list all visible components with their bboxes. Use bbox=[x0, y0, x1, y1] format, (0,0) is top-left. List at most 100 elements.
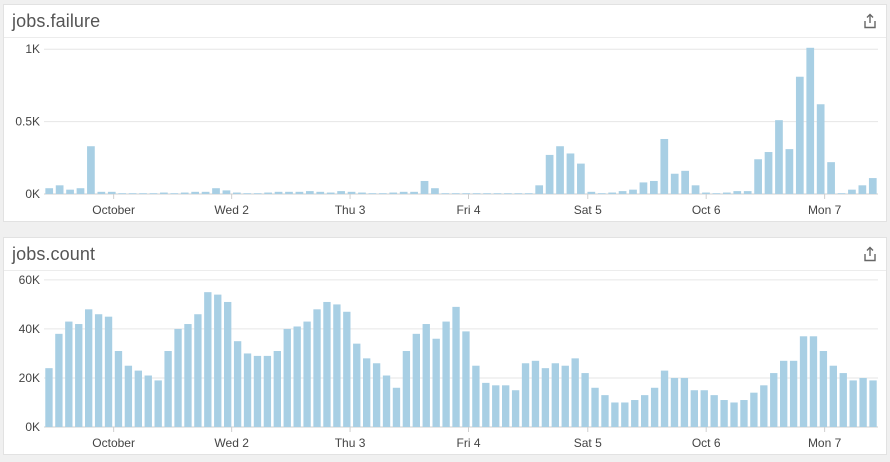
bar[interactable] bbox=[104, 316, 113, 427]
bar[interactable] bbox=[160, 192, 168, 194]
bar[interactable] bbox=[285, 191, 293, 194]
bar[interactable] bbox=[264, 192, 272, 194]
bar[interactable] bbox=[816, 104, 825, 194]
bar[interactable] bbox=[372, 363, 381, 427]
bar[interactable] bbox=[253, 355, 262, 427]
bar[interactable] bbox=[587, 191, 596, 194]
bar[interactable] bbox=[410, 191, 418, 194]
bar[interactable] bbox=[618, 191, 627, 194]
bar[interactable] bbox=[85, 309, 93, 427]
bar[interactable] bbox=[66, 189, 74, 194]
bar[interactable] bbox=[837, 193, 846, 194]
bar[interactable] bbox=[212, 188, 220, 194]
bar[interactable] bbox=[690, 390, 698, 427]
bar[interactable] bbox=[561, 365, 569, 427]
bar[interactable] bbox=[545, 154, 554, 194]
bar[interactable] bbox=[608, 192, 617, 194]
bar[interactable] bbox=[750, 392, 758, 427]
bar[interactable] bbox=[566, 153, 575, 194]
bar[interactable] bbox=[827, 162, 835, 194]
bar[interactable] bbox=[378, 193, 387, 194]
bar[interactable] bbox=[134, 370, 142, 427]
bar[interactable] bbox=[535, 185, 544, 194]
bar[interactable] bbox=[382, 375, 391, 427]
bar[interactable] bbox=[511, 390, 520, 427]
share-icon[interactable] bbox=[862, 13, 878, 29]
bar[interactable] bbox=[65, 321, 73, 427]
bar[interactable] bbox=[504, 193, 512, 194]
bar[interactable] bbox=[702, 192, 710, 194]
bar[interactable] bbox=[780, 360, 788, 427]
bar[interactable] bbox=[204, 292, 212, 427]
bar[interactable] bbox=[114, 351, 123, 427]
bar[interactable] bbox=[541, 368, 550, 427]
bar[interactable] bbox=[670, 377, 679, 427]
bar[interactable] bbox=[233, 192, 241, 194]
bar[interactable] bbox=[839, 373, 847, 427]
bar[interactable] bbox=[402, 351, 411, 427]
bar[interactable] bbox=[273, 351, 281, 427]
bar[interactable] bbox=[97, 191, 106, 194]
bar[interactable] bbox=[316, 191, 325, 194]
bar[interactable] bbox=[45, 368, 53, 427]
bar[interactable] bbox=[347, 191, 356, 194]
bar[interactable] bbox=[295, 191, 304, 194]
bar[interactable] bbox=[601, 395, 609, 427]
bar[interactable] bbox=[293, 326, 301, 427]
bar[interactable] bbox=[680, 377, 689, 427]
bar[interactable] bbox=[305, 191, 314, 194]
bar[interactable] bbox=[144, 375, 152, 427]
bar[interactable] bbox=[577, 163, 585, 194]
bar[interactable] bbox=[326, 192, 335, 194]
bar[interactable] bbox=[224, 301, 232, 427]
bar[interactable] bbox=[214, 294, 222, 427]
bar[interactable] bbox=[389, 192, 398, 194]
bar[interactable] bbox=[441, 193, 450, 194]
bar[interactable] bbox=[174, 328, 182, 427]
bar[interactable] bbox=[722, 192, 731, 194]
bar[interactable] bbox=[263, 355, 272, 427]
bar[interactable] bbox=[799, 336, 808, 427]
bar[interactable] bbox=[849, 380, 857, 427]
bar[interactable] bbox=[201, 191, 210, 194]
bar[interactable] bbox=[775, 120, 783, 194]
bar[interactable] bbox=[809, 336, 818, 427]
bar[interactable] bbox=[482, 382, 490, 427]
bar[interactable] bbox=[139, 193, 147, 194]
bar[interactable] bbox=[452, 306, 460, 427]
bar[interactable] bbox=[591, 387, 599, 427]
bar[interactable] bbox=[629, 189, 637, 194]
bar[interactable] bbox=[650, 387, 659, 427]
bar[interactable] bbox=[243, 193, 252, 194]
bar[interactable] bbox=[700, 390, 708, 427]
bar[interactable] bbox=[191, 191, 200, 194]
bar[interactable] bbox=[363, 358, 371, 427]
bar[interactable] bbox=[611, 402, 619, 427]
bar[interactable] bbox=[472, 365, 480, 427]
bar[interactable] bbox=[868, 178, 877, 194]
bar[interactable] bbox=[597, 193, 606, 194]
bar[interactable] bbox=[222, 190, 231, 194]
bar[interactable] bbox=[733, 191, 742, 194]
bar[interactable] bbox=[581, 373, 589, 427]
bar[interactable] bbox=[521, 363, 530, 427]
share-icon[interactable] bbox=[862, 246, 878, 262]
bar[interactable] bbox=[730, 402, 738, 427]
bar[interactable] bbox=[412, 333, 420, 427]
bar[interactable] bbox=[432, 338, 440, 427]
bar[interactable] bbox=[323, 301, 331, 427]
bar[interactable] bbox=[154, 380, 162, 427]
bar[interactable] bbox=[660, 370, 669, 427]
bar[interactable] bbox=[149, 193, 158, 194]
bar[interactable] bbox=[353, 343, 361, 427]
bar[interactable] bbox=[422, 324, 430, 427]
bar[interactable] bbox=[789, 360, 798, 427]
bar[interactable] bbox=[337, 191, 345, 194]
bar[interactable] bbox=[194, 314, 202, 427]
bar[interactable] bbox=[107, 191, 116, 194]
bar[interactable] bbox=[493, 193, 502, 194]
bar[interactable] bbox=[819, 351, 828, 427]
bar[interactable] bbox=[514, 193, 523, 194]
bar[interactable] bbox=[253, 193, 262, 194]
bar[interactable] bbox=[55, 185, 64, 194]
